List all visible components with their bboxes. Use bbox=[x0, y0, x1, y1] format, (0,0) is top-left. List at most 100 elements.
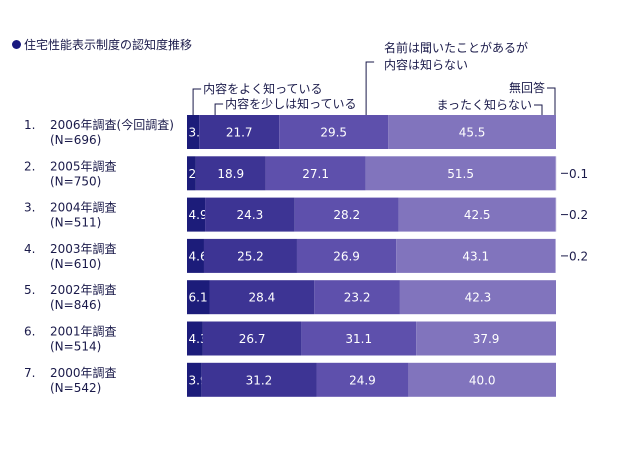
bar-segment bbox=[205, 197, 295, 232]
bar-row-1: 1. 2006年調査(今回調査)(N=696)3.3 21.7 29.5 45.5 bbox=[24, 115, 556, 149]
category-n: (N=542) bbox=[50, 381, 101, 395]
callout-line-s4 bbox=[547, 87, 556, 115]
bar-segment bbox=[187, 280, 210, 315]
data-label: 26.9 bbox=[333, 249, 360, 263]
bar-row-2: 2.2005年調査(N=750)2.418.927.151.50.1 bbox=[24, 156, 588, 191]
category-n: (N=750) bbox=[50, 174, 101, 188]
bar-segment bbox=[398, 197, 556, 232]
category-label: 2004年調査 bbox=[50, 201, 117, 215]
legend-label-s4: 無回答 bbox=[509, 80, 545, 95]
data-label: 4.3 bbox=[189, 332, 208, 346]
bar-row-5: 5. 2002年調査(N=846) 6.1 28.4 23.2 42.3 bbox=[24, 280, 556, 315]
chart-rows: 1. 2006年調査(今回調査)(N=696)3.3 21.7 29.5 45.52. 2… bbox=[24, 115, 588, 397]
bar-segment bbox=[199, 115, 280, 149]
data-label: 28.4 bbox=[249, 291, 276, 305]
category-label: 2003年調査 bbox=[50, 242, 117, 256]
data-label: 25.2 bbox=[237, 249, 264, 263]
bar-segment bbox=[209, 280, 315, 315]
legend-label-s0: 内容をよく知っている bbox=[203, 81, 322, 96]
bar-row-3: 3. 2004年調査(N=511) 4.9 24.3 28.2 42.5 0.2 bbox=[24, 197, 588, 232]
bar-segment bbox=[416, 321, 556, 356]
data-label: 4.6 bbox=[189, 249, 208, 263]
bar-segment bbox=[388, 115, 556, 149]
category-index: 3. bbox=[24, 201, 35, 215]
outside-label: 0.2 bbox=[569, 208, 588, 222]
data-label: 18.9 bbox=[217, 167, 244, 181]
callout-line-s1 bbox=[214, 103, 224, 115]
legend-label-s1: 内容を少しは知っている bbox=[225, 96, 356, 111]
bar-segment bbox=[555, 197, 557, 232]
data-label: 42.5 bbox=[464, 208, 491, 222]
category-index: 1. bbox=[24, 118, 35, 132]
legend-label-s2-line1: 名前は聞いたことがあるが bbox=[384, 40, 528, 55]
chart-title: 住宅性能表示制度の認知度推移 bbox=[12, 36, 192, 53]
data-label: 23.2 bbox=[344, 291, 371, 305]
bar-row-4: 4. 2003年調査(N=610) 4.6 25.2 26.9 43.1 0.2 bbox=[24, 238, 588, 273]
data-label: 28.2 bbox=[333, 208, 360, 222]
bar-segment bbox=[396, 238, 556, 273]
bar-segment bbox=[187, 197, 206, 232]
category-n: (N=846) bbox=[50, 298, 101, 312]
data-label: 4.9 bbox=[189, 208, 208, 222]
bar-segment bbox=[399, 280, 556, 315]
data-label: 31.2 bbox=[246, 373, 273, 387]
data-label: 43.1 bbox=[462, 249, 489, 263]
category-n: (N=511) bbox=[50, 216, 101, 230]
data-label: 31.1 bbox=[345, 332, 372, 346]
chart-title-text: 住宅性能表示制度の認知度推移 bbox=[24, 38, 193, 52]
data-label: 37.9 bbox=[473, 332, 500, 346]
category-label: 2001年調査 bbox=[50, 325, 117, 339]
legend-label-s3: まったく知らない bbox=[436, 98, 532, 112]
bar-segment bbox=[555, 238, 556, 273]
bar-segment bbox=[187, 115, 200, 149]
category-label: 2006年調査(今回調査) bbox=[50, 117, 174, 132]
bar-segment bbox=[296, 238, 397, 273]
bar-row-6: 6. 2001年調査(N=514) 4.3 26.7 31.1 37.9 bbox=[24, 321, 556, 356]
bullet-dot-icon bbox=[12, 40, 21, 49]
category-label: 2000年調査 bbox=[50, 366, 117, 380]
bar-segment bbox=[202, 321, 302, 356]
category-n: (N=696) bbox=[50, 133, 101, 147]
bar-segment bbox=[187, 238, 204, 273]
data-label: 51.5 bbox=[447, 167, 474, 181]
data-label: 6.1 bbox=[189, 291, 208, 305]
outside-label: 0.1 bbox=[569, 167, 588, 181]
bar-segment bbox=[187, 362, 202, 397]
bar-segment bbox=[365, 156, 556, 191]
data-label: 27.1 bbox=[302, 167, 329, 181]
bar-row-7: 7. 2000年調査(N=542)3.9 31.2 24.9 40.0 bbox=[24, 362, 556, 397]
bar-segment bbox=[265, 156, 366, 191]
category-n: (N=610) bbox=[50, 257, 101, 271]
data-label: 21.7 bbox=[226, 126, 253, 140]
category-n: (N=514) bbox=[50, 340, 101, 354]
callout-line-s0 bbox=[192, 88, 202, 115]
callout-line-s2 bbox=[365, 61, 375, 115]
data-label: 40.0 bbox=[469, 373, 496, 387]
category-index: 5. bbox=[24, 283, 35, 297]
data-label: 42.3 bbox=[465, 291, 492, 305]
category-label: 2005年調査 bbox=[50, 159, 117, 173]
bar-segment bbox=[187, 321, 203, 356]
data-label: 24.9 bbox=[349, 373, 376, 387]
data-label: 26.7 bbox=[239, 332, 266, 346]
bar-segment bbox=[294, 197, 399, 232]
bar-segment bbox=[201, 362, 317, 397]
bar-segment bbox=[408, 362, 556, 397]
bar-segment bbox=[301, 321, 417, 356]
bar-segment bbox=[279, 115, 389, 149]
category-index: 4. bbox=[24, 242, 35, 256]
outside-label: 0.2 bbox=[569, 249, 588, 263]
data-label: 24.3 bbox=[237, 208, 264, 222]
legend-label-s2-line2: 内容は知らない bbox=[384, 57, 468, 72]
bar-segment bbox=[195, 156, 266, 191]
data-label: 45.5 bbox=[459, 126, 486, 140]
category-index: 6. bbox=[24, 325, 35, 339]
bar-segment bbox=[555, 156, 557, 191]
data-label: 29.5 bbox=[320, 126, 347, 140]
bar-segment bbox=[314, 280, 400, 315]
category-index: 2. bbox=[24, 159, 35, 173]
callout-line-s3 bbox=[534, 104, 543, 115]
bar-segment bbox=[316, 362, 409, 397]
